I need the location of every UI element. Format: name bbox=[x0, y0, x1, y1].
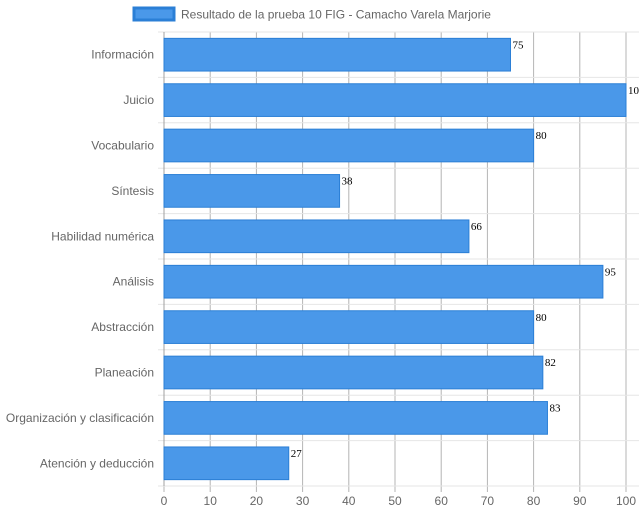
bar[interactable] bbox=[163, 401, 548, 435]
data-label: 75 bbox=[513, 39, 525, 51]
x-tick-label: 30 bbox=[296, 494, 310, 508]
x-tick-label: 80 bbox=[527, 494, 541, 508]
x-tick-label: 70 bbox=[481, 494, 495, 508]
legend-label[interactable]: Resultado de la prueba 10 FIG - Camacho … bbox=[181, 8, 491, 22]
data-label: 80 bbox=[536, 312, 548, 324]
data-label: 27 bbox=[291, 448, 303, 460]
x-tick-label: 20 bbox=[250, 494, 264, 508]
category-label: Juicio bbox=[123, 93, 154, 107]
bar[interactable] bbox=[163, 264, 604, 299]
data-label: 38 bbox=[342, 176, 354, 188]
category-label: Planeación bbox=[95, 366, 154, 380]
x-tick-label: 100 bbox=[616, 494, 636, 508]
category-label: Abstracción bbox=[91, 320, 154, 334]
category-label: Habilidad numérica bbox=[51, 229, 154, 243]
data-labels: 75 100 80 38 66 95 80 82 83 27 bbox=[291, 39, 639, 460]
bar[interactable] bbox=[163, 355, 544, 390]
legend[interactable]: Resultado de la prueba 10 FIG - Camacho … bbox=[132, 6, 491, 22]
category-label: Análisis bbox=[113, 275, 154, 289]
data-label: 100 bbox=[628, 85, 639, 97]
bar[interactable] bbox=[163, 310, 535, 344]
legend-swatch[interactable] bbox=[132, 6, 176, 22]
data-label: 95 bbox=[605, 266, 617, 278]
x-tick-label: 50 bbox=[388, 494, 402, 508]
y-axis: Información Juicio Vocabulario Síntesis Habi… bbox=[6, 48, 154, 471]
bar[interactable] bbox=[163, 446, 290, 481]
data-label: 66 bbox=[471, 221, 483, 233]
data-label: 82 bbox=[545, 357, 556, 369]
data-label: 80 bbox=[536, 130, 548, 142]
x-tick-label: 10 bbox=[204, 494, 218, 508]
category-label: Vocabulario bbox=[91, 139, 154, 153]
x-tick-label: 60 bbox=[435, 494, 449, 508]
x-tick-label: 90 bbox=[573, 494, 587, 508]
x-tick-label: 0 bbox=[161, 494, 168, 508]
data-label: 83 bbox=[549, 403, 561, 415]
category-label: Información bbox=[91, 48, 154, 62]
bar[interactable] bbox=[163, 83, 627, 117]
bars bbox=[163, 37, 627, 481]
bar[interactable] bbox=[163, 219, 470, 254]
bar[interactable] bbox=[163, 37, 511, 72]
x-axis: 0 10 20 30 40 50 60 70 80 90 100 bbox=[161, 494, 637, 508]
bar[interactable] bbox=[163, 174, 341, 208]
x-tick-label: 40 bbox=[342, 494, 356, 508]
category-label: Atención y deducción bbox=[40, 456, 154, 470]
category-label: Organización y clasificación bbox=[6, 411, 154, 425]
bar[interactable] bbox=[163, 128, 535, 163]
category-label: Síntesis bbox=[111, 184, 154, 198]
